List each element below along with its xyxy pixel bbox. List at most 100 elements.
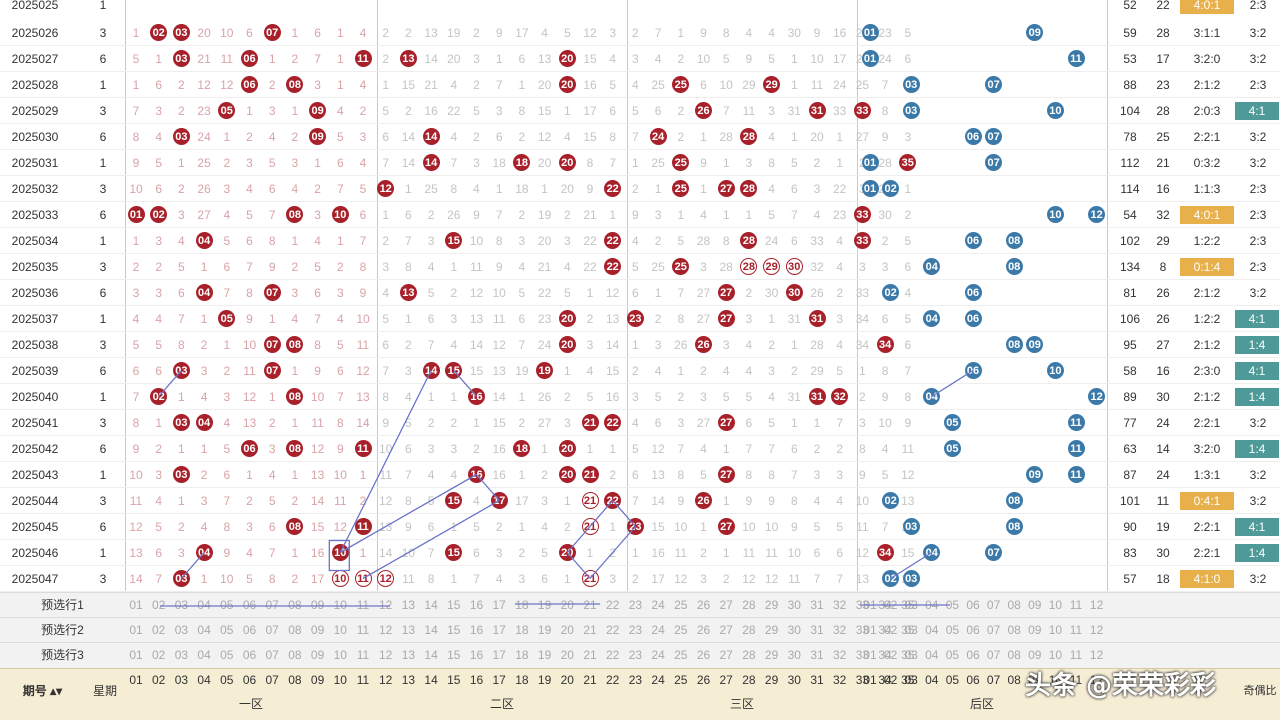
preselect-number[interactable]: 29 [764,597,779,612]
preselect-number[interactable]: 02 [883,647,898,662]
preselect-number[interactable]: 27 [719,647,733,662]
preselect-number[interactable]: 07 [265,622,279,637]
preselect-number[interactable]: 01 [863,622,877,637]
preselect-number[interactable]: 22 [606,647,620,662]
preselect-number[interactable]: 13 [401,597,416,612]
preselect-number[interactable]: 01 [863,597,877,612]
preselect-number[interactable]: 17 [492,622,506,637]
preselect-number[interactable]: 09 [310,647,325,662]
preselect-number[interactable]: 06 [242,647,257,662]
preselect-number[interactable]: 07 [986,622,1001,637]
preselect-number[interactable]: 24 [651,647,665,662]
preselect-number[interactable]: 19 [537,647,552,662]
preselect-number[interactable]: 05 [945,597,960,612]
preselect-number[interactable]: 02 [152,597,166,612]
preselect-number[interactable]: 34 [878,622,892,637]
preselect-number[interactable]: 08 [288,647,302,662]
preselect-number[interactable]: 02 [152,647,166,662]
preselect-number[interactable]: 25 [674,647,688,662]
preselect-number[interactable]: 23 [628,597,643,612]
preselect-number[interactable]: 21 [583,647,597,662]
preselect-number[interactable]: 21 [583,597,597,612]
preselect-number[interactable]: 09 [1028,647,1042,662]
preselect-number[interactable]: 31 [810,647,824,662]
preselect-number[interactable]: 15 [447,647,461,662]
preselect-number[interactable]: 08 [1007,647,1021,662]
preselect-number[interactable]: 13 [401,647,416,662]
preselect-number[interactable]: 24 [651,597,665,612]
preselect-number[interactable]: 05 [220,647,234,662]
preselect-number[interactable]: 33 [855,622,870,637]
preselect-number[interactable]: 07 [986,647,1001,662]
preselect-number[interactable]: 10 [1048,647,1063,662]
preselect-number[interactable]: 06 [966,622,980,637]
preselect-number[interactable]: 12 [1089,597,1104,612]
preselect-number[interactable]: 35 [901,647,915,662]
preselect-number[interactable]: 03 [904,647,918,662]
preselect-number[interactable]: 35 [901,622,915,637]
preselect-number[interactable]: 11 [356,622,370,637]
preselect-number[interactable]: 10 [333,647,347,662]
preselect-number[interactable]: 19 [537,597,552,612]
preselect-number[interactable]: 04 [197,647,211,662]
preselect-number[interactable]: 07 [265,597,279,612]
preselect-number[interactable]: 26 [696,622,711,637]
preselect-number[interactable]: 05 [220,597,234,612]
preselect-number[interactable]: 24 [651,622,665,637]
preselect-number[interactable]: 05 [945,647,960,662]
preselect-number[interactable]: 10 [333,597,347,612]
preselect-number[interactable]: 17 [492,597,506,612]
preselect-number[interactable]: 20 [560,597,574,612]
preselect-number[interactable]: 27 [719,597,733,612]
preselect-number[interactable]: 12 [1089,647,1104,662]
preselect-number[interactable]: 30 [787,647,801,662]
preselect-number[interactable]: 07 [986,597,1001,612]
preselect-number[interactable]: 02 [883,597,898,612]
preselect-number[interactable]: 29 [764,647,779,662]
preselect-number[interactable]: 14 [424,622,438,637]
preselect-number[interactable]: 22 [606,622,620,637]
preselect-number[interactable]: 33 [855,647,870,662]
preselect-number[interactable]: 03 [904,597,918,612]
preselect-number[interactable]: 08 [288,597,302,612]
preselect-number[interactable]: 30 [787,622,801,637]
preselect-number[interactable]: 14 [424,597,438,612]
preselect-number[interactable]: 03 [904,622,918,637]
preselect-number[interactable]: 02 [883,622,898,637]
preselect-number[interactable]: 11 [1069,597,1083,612]
preselect-number[interactable]: 05 [945,622,960,637]
preselect-number[interactable]: 01 [129,647,143,662]
preselect-number[interactable]: 11 [1069,622,1083,637]
preselect-number[interactable]: 16 [469,597,484,612]
preselect-number[interactable]: 26 [696,597,711,612]
preselect-number[interactable]: 15 [447,622,461,637]
preselect-number[interactable]: 32 [833,597,847,612]
preselect-number[interactable]: 27 [719,622,733,637]
preselect-number[interactable]: 10 [333,622,347,637]
preselect-number[interactable]: 09 [310,597,325,612]
preselect-number[interactable]: 01 [863,647,877,662]
preselect-number[interactable]: 28 [742,597,756,612]
preselect-number[interactable]: 15 [447,597,461,612]
preselect-number[interactable]: 19 [537,622,552,637]
preselect-number[interactable]: 29 [764,622,779,637]
preselect-number[interactable]: 07 [265,647,279,662]
preselect-number[interactable]: 13 [401,622,416,637]
preselect-number[interactable]: 04 [925,647,939,662]
preselect-number[interactable]: 04 [925,622,939,637]
preselect-number[interactable]: 26 [696,647,711,662]
preselect-number[interactable]: 12 [379,622,393,637]
preselect-number[interactable]: 32 [833,647,847,662]
preselect-number[interactable]: 30 [787,597,801,612]
preselect-number[interactable]: 03 [174,597,189,612]
preselect-number[interactable]: 31 [810,597,824,612]
preselect-number[interactable]: 11 [356,597,370,612]
preselect-number[interactable]: 16 [469,647,484,662]
preselect-number[interactable]: 18 [515,647,529,662]
preselect-number[interactable]: 09 [310,622,325,637]
issue-header[interactable]: 期号 ▴▾ [22,684,63,698]
preselect-number[interactable]: 12 [379,597,393,612]
preselect-number[interactable]: 01 [129,597,143,612]
preselect-number[interactable]: 16 [469,622,484,637]
preselect-number[interactable]: 05 [220,622,234,637]
